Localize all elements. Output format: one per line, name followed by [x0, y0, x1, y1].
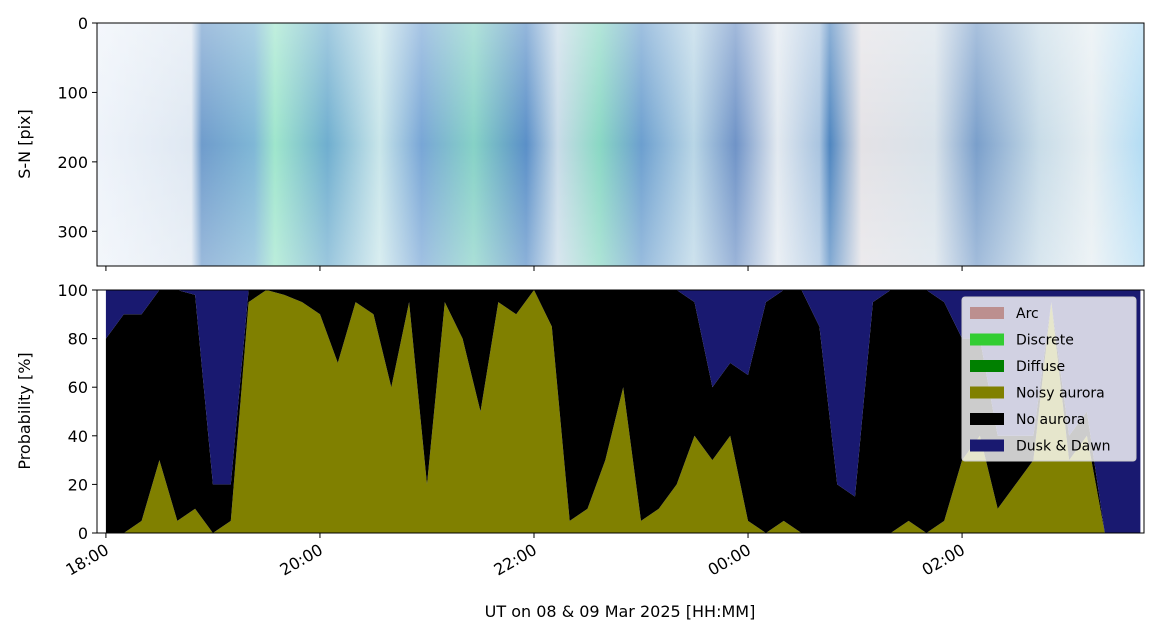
legend-swatch [970, 413, 1004, 425]
y-tick-label: 0 [78, 524, 88, 543]
y-tick-label: 100 [57, 83, 88, 102]
x-tick-label: 00:00 [705, 540, 754, 580]
top-axes-frame [96, 22, 1145, 267]
bottom-axes-frame [96, 289, 1145, 534]
bottom-y-label: Probability [%] [15, 352, 34, 469]
area-3 [105, 290, 1141, 533]
legend-label: No aurora [1016, 412, 1085, 428]
legend-box [961, 296, 1137, 462]
legend-label: Discrete [1016, 333, 1074, 349]
area-4 [105, 290, 1141, 533]
y-tick-label: 40 [68, 427, 88, 446]
x-label: UT on 08 & 09 Mar 2025 [HH:MM] [485, 602, 756, 621]
legend-label: Arc [1016, 306, 1039, 322]
legend-label: Diffuse [1016, 359, 1065, 375]
top-y-label: S-N [pix] [15, 109, 34, 179]
y-tick-label: 20 [68, 475, 88, 494]
y-tick-label: 60 [68, 378, 88, 397]
legend-swatch [970, 333, 1004, 346]
y-tick-label: 80 [68, 330, 88, 349]
keogram-shading [97, 23, 1144, 266]
x-tick-label: 22:00 [491, 540, 540, 580]
x-tick-label: 18:00 [62, 540, 111, 580]
legend-label: Dusk & Dawn [1016, 439, 1111, 455]
x-tick-label: 02:00 [919, 540, 968, 580]
legend-swatch [970, 307, 1004, 319]
legend-swatch [970, 360, 1004, 372]
legend-label: Noisy aurora [1016, 386, 1105, 402]
y-tick-label: 0 [78, 14, 88, 33]
y-tick-label: 100 [57, 281, 88, 300]
x-tick-label: 20:00 [277, 540, 326, 580]
legend-swatch [970, 439, 1004, 452]
legend-swatch [970, 386, 1004, 399]
y-tick-label: 300 [57, 222, 88, 241]
y-tick-label: 200 [57, 153, 88, 172]
